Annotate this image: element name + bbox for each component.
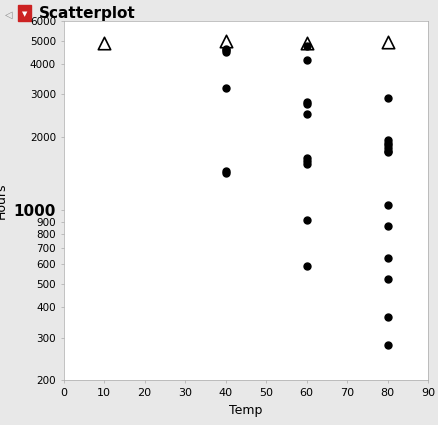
Text: ▼: ▼ [22, 11, 27, 17]
Text: ◁: ◁ [5, 9, 13, 20]
Point [383, 314, 390, 320]
Point [383, 139, 390, 146]
Point [383, 202, 390, 209]
Point [222, 168, 229, 175]
Point [302, 217, 309, 224]
Point [302, 110, 309, 117]
Point [222, 37, 229, 44]
Point [302, 161, 309, 167]
Point [383, 276, 390, 283]
Point [302, 263, 309, 269]
Text: Scatterplot: Scatterplot [39, 6, 135, 21]
Point [383, 38, 390, 45]
Point [302, 42, 309, 49]
Y-axis label: Hours: Hours [0, 183, 8, 219]
Point [383, 148, 390, 155]
Point [383, 149, 390, 156]
Point [383, 136, 390, 143]
Point [302, 98, 309, 105]
Point [302, 154, 309, 161]
Point [383, 95, 390, 102]
FancyBboxPatch shape [18, 5, 31, 21]
Point [383, 254, 390, 261]
Point [302, 157, 309, 164]
Point [383, 341, 390, 348]
Point [222, 46, 229, 53]
X-axis label: Temp: Temp [229, 404, 262, 416]
Point [222, 48, 229, 55]
Point [222, 84, 229, 91]
Point [302, 39, 309, 46]
Point [383, 142, 390, 149]
Point [302, 57, 309, 64]
Point [302, 100, 309, 107]
Point [222, 46, 229, 53]
Point [383, 223, 390, 230]
Point [383, 145, 390, 152]
Point [222, 170, 229, 177]
Point [100, 39, 107, 46]
